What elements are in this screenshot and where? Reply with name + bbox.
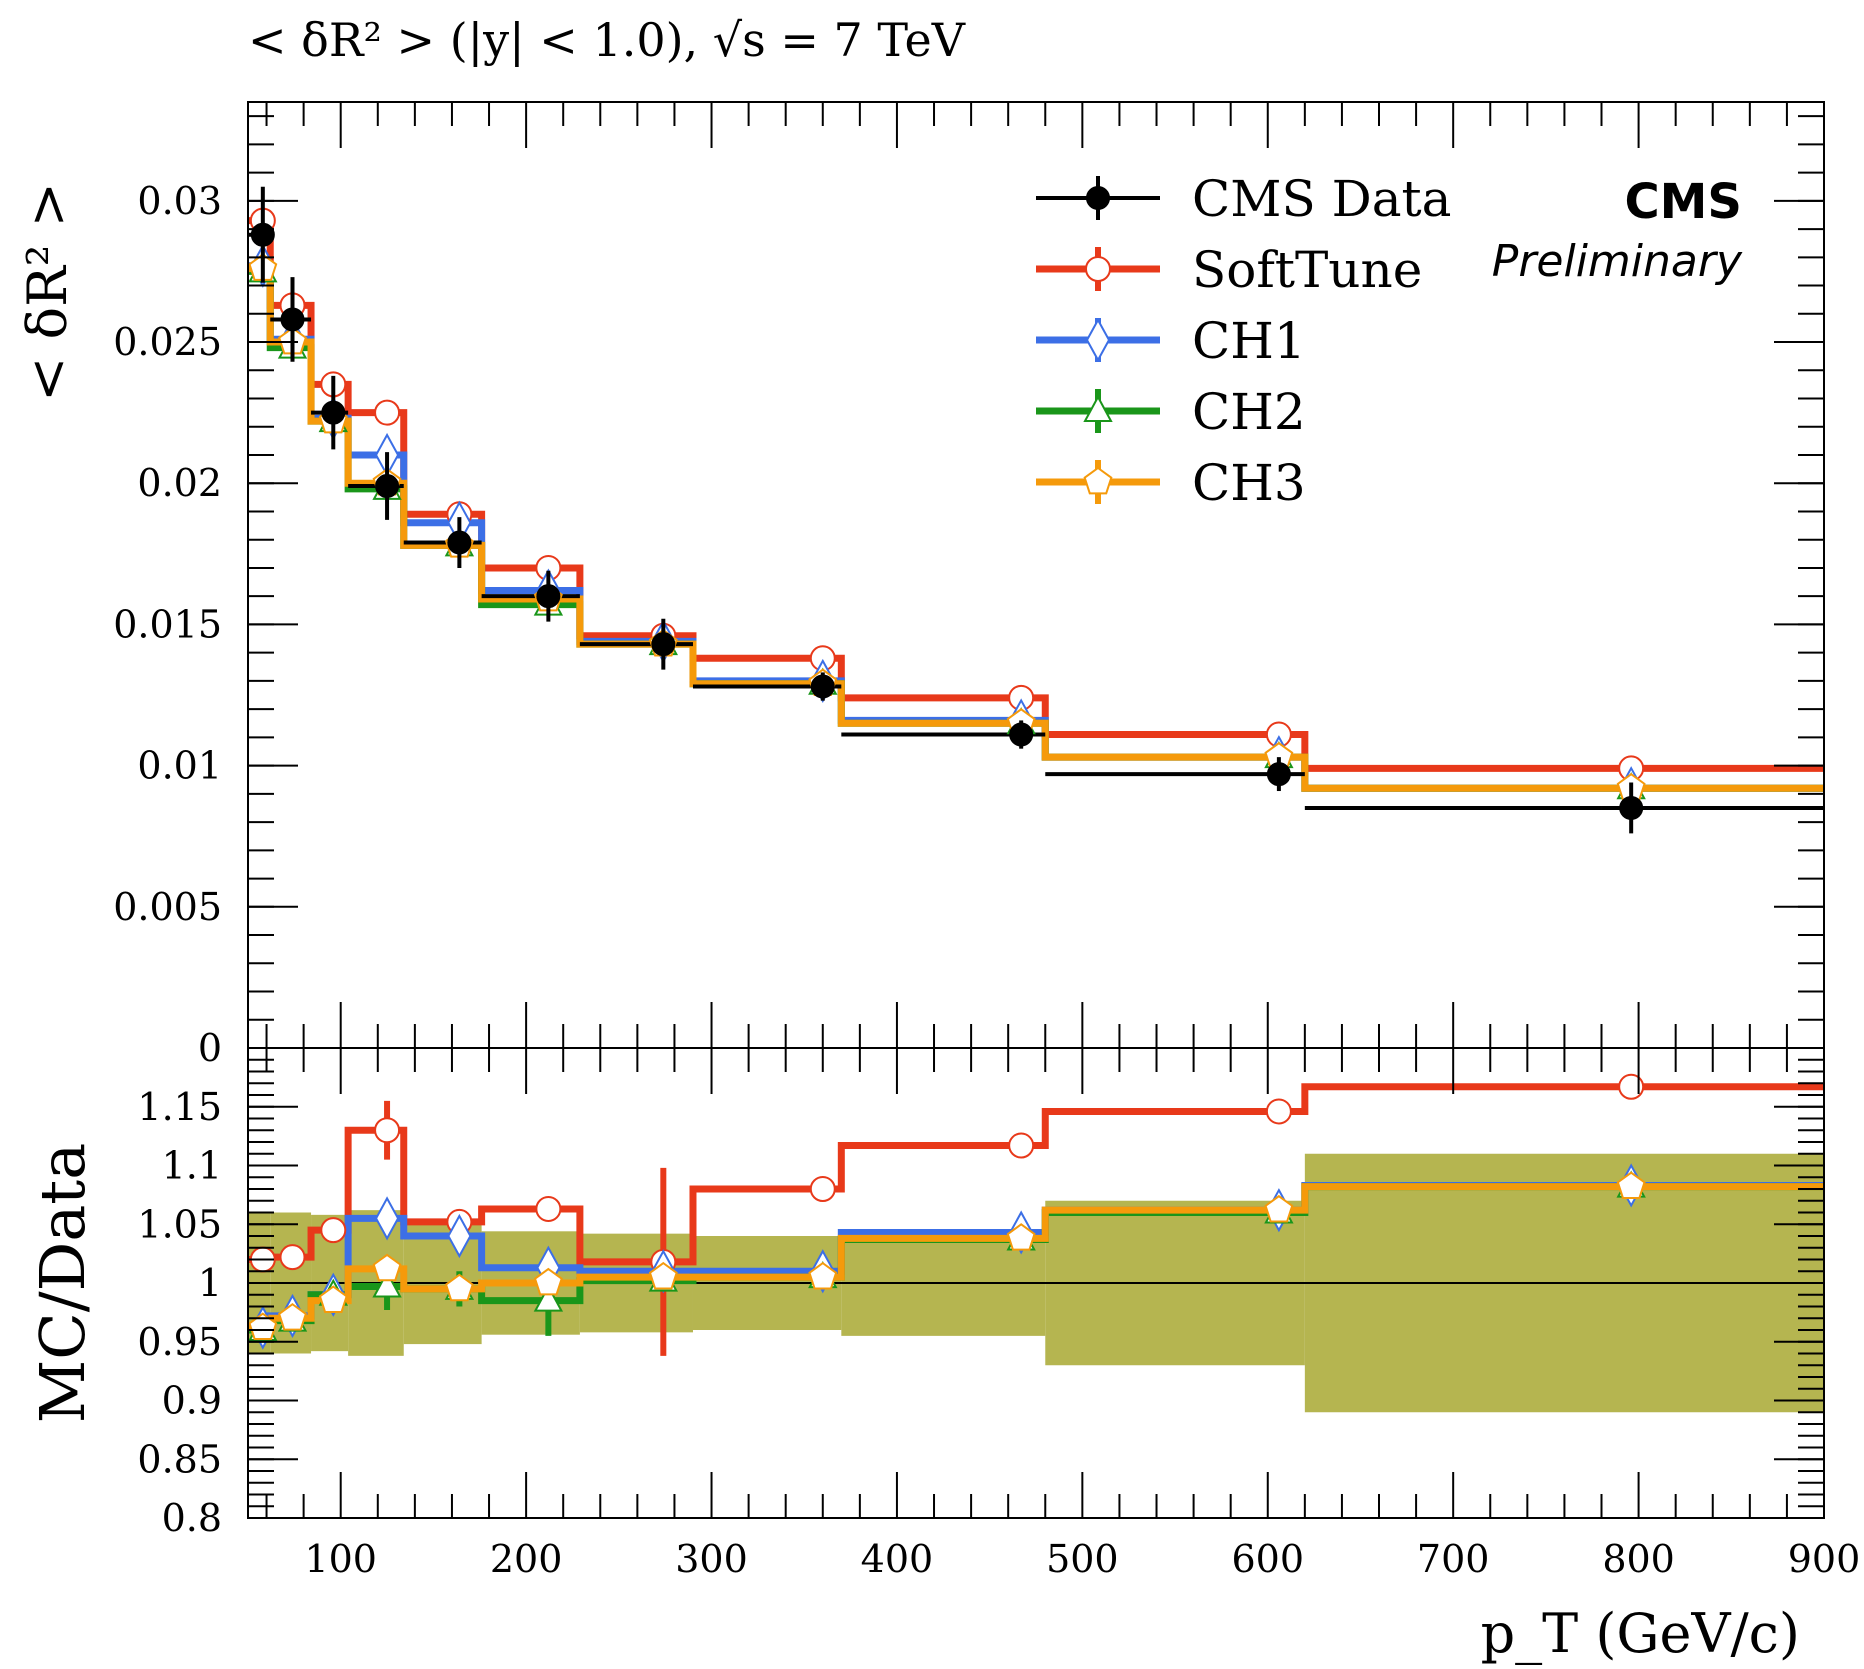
- ratio-y-tick-label: 1.1: [162, 1144, 222, 1188]
- legend: CMS Data SoftTune CH1 CH2 CH3: [1036, 170, 1451, 512]
- data-point: [651, 632, 676, 657]
- legend-marker: [1085, 256, 1111, 282]
- data-point: [810, 674, 835, 699]
- y-tick-label: 0.03: [137, 179, 222, 223]
- ch3-ratio-point: [648, 1261, 678, 1290]
- legend-label: SoftTune: [1192, 241, 1422, 299]
- legend-item-ch1: CH1: [1036, 312, 1306, 370]
- cms-label: CMS: [1624, 174, 1742, 230]
- ratio-ch3-histogram: [248, 1183, 1824, 1332]
- y-tick-label: 0.005: [113, 885, 222, 929]
- preliminary-label: Preliminary: [1492, 236, 1743, 287]
- data-point: [447, 530, 472, 555]
- y-tick-label: 0.02: [137, 461, 222, 505]
- y-tick-label: 0.025: [113, 320, 222, 364]
- ch3-ratio-point: [318, 1285, 348, 1313]
- softtune-point: [374, 399, 401, 426]
- ratio-y-tick-label: 0.95: [137, 1320, 222, 1364]
- x-tick-label: 400: [861, 1537, 934, 1581]
- ch1-ratio-point: [447, 1213, 472, 1259]
- y-tick-label: 0.01: [137, 744, 222, 788]
- softtune-ratio-point: [1008, 1132, 1035, 1159]
- ch3-ratio-point: [533, 1267, 563, 1296]
- ch1-ratio-point: [374, 1196, 400, 1241]
- ch3-ratio-point: [444, 1273, 474, 1302]
- ch3-ratio-point: [372, 1253, 402, 1282]
- softtune-ratio-point: [320, 1217, 347, 1244]
- series-ch1-histogram: [248, 262, 1824, 792]
- x-tick-label: 100: [304, 1537, 377, 1581]
- data-point: [536, 584, 561, 609]
- chart-title: < δR² > (|y| < 1.0), √s = 7 TeV: [248, 13, 966, 67]
- legend-label: CH2: [1192, 383, 1306, 441]
- legend-marker: [1083, 466, 1113, 495]
- y-tick-label: 0.015: [113, 602, 222, 646]
- softtune-ratio-point: [374, 1117, 401, 1144]
- data-point: [280, 307, 305, 332]
- legend-label: CMS Data: [1192, 170, 1451, 228]
- series-softtune-histogram: [248, 217, 1824, 772]
- x-tick-label: 500: [1046, 1537, 1119, 1581]
- data-point: [1619, 795, 1644, 820]
- series-ch3-histogram: [248, 265, 1824, 792]
- legend-label: CH1: [1192, 312, 1306, 370]
- ch3-ratio-point: [1006, 1223, 1036, 1251]
- ratio-panel: 0.8 0.85 0.9 0.95 1 1.05 1.1 1.15 100 200 300 400 50…: [26, 1047, 1861, 1665]
- data-point: [1266, 762, 1291, 787]
- data-point: [1009, 722, 1034, 747]
- ch3-ratio-point: [1616, 1171, 1646, 1199]
- ratio-y-tick-label: 0.8: [162, 1496, 222, 1540]
- y-tick-label: 0: [198, 1026, 222, 1070]
- x-tick-label: 800: [1602, 1537, 1675, 1581]
- softtune-ratio-point: [809, 1176, 836, 1202]
- x-tick-label: 900: [1788, 1537, 1861, 1581]
- legend-label: CH3: [1192, 454, 1306, 512]
- softtune-ratio-point: [1265, 1098, 1292, 1125]
- ratio-y-axis-title: MC/Data: [26, 1143, 99, 1423]
- ch3-ratio-point: [248, 1312, 278, 1340]
- x-tick-label: 300: [675, 1537, 748, 1581]
- softtune-ratio-point: [535, 1195, 562, 1222]
- data-point: [321, 400, 346, 425]
- ratio-softtune-histogram: [248, 1083, 1824, 1266]
- legend-item-data: CMS Data: [1036, 170, 1451, 228]
- legend-marker: [1083, 394, 1113, 422]
- ratio-y-tick-label: 1.05: [137, 1202, 222, 1246]
- legend-marker: [1085, 317, 1111, 363]
- ch3-ratio-point: [808, 1261, 838, 1290]
- softtune-ratio-point: [1618, 1073, 1645, 1100]
- softtune-ratio-point: [279, 1244, 306, 1271]
- legend-item-ch3: CH3: [1036, 454, 1306, 512]
- ratio-y-tick-label: 1: [198, 1261, 222, 1305]
- ch3-ratio-point: [1264, 1194, 1294, 1223]
- data-point: [375, 474, 400, 499]
- legend-item-ch2: CH2: [1036, 383, 1306, 441]
- x-axis-title: p_T (GeV/c): [1481, 1602, 1800, 1665]
- ratio-y-tick-label: 0.85: [137, 1437, 222, 1481]
- x-tick-label: 700: [1417, 1537, 1490, 1581]
- legend-item-softtune: SoftTune: [1036, 241, 1422, 299]
- x-tick-label: 200: [490, 1537, 563, 1581]
- main-panel: 0 0.005 0.01 0.015 0.02 0.025 0.03 < δR² >: [16, 101, 1825, 1070]
- data-point: [250, 222, 275, 247]
- ch3-ratio-point: [278, 1303, 307, 1331]
- ratio-y-tick-label: 1.15: [137, 1085, 222, 1129]
- main-y-axis-title: < δR² >: [16, 182, 79, 402]
- ch2-ratio-point: [533, 1284, 564, 1312]
- x-tick-label: 600: [1231, 1537, 1304, 1581]
- ratio-y-tick-label: 0.9: [162, 1379, 222, 1423]
- legend-marker: [1086, 186, 1110, 210]
- ch2-ratio-point: [372, 1270, 402, 1298]
